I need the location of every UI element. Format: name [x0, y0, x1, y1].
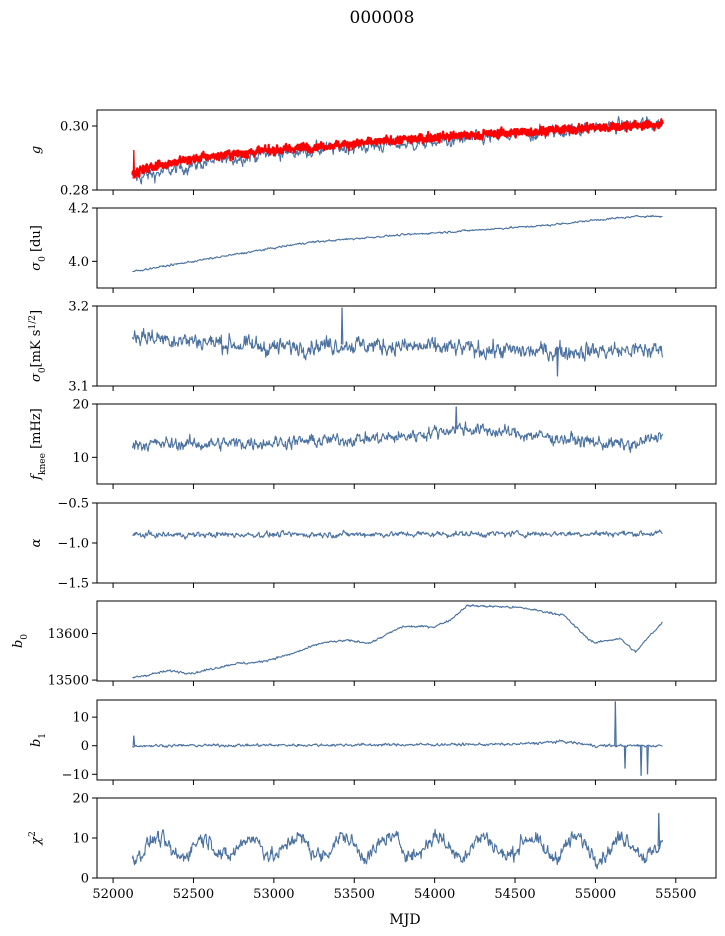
panel-b1-spike-return-1: [614, 701, 617, 746]
panel-sigma0-mks-ytick-label-0: 3.1: [68, 380, 89, 395]
panel-fknee-ytick-label-1: 20: [72, 398, 89, 413]
panel-chi2-ytick-label-0: 0: [81, 872, 89, 887]
panel-chi2-plot: [131, 813, 664, 870]
panel-fknee-ytick-label-0: 10: [72, 451, 89, 466]
panel-g-ytick-label-0: 0.28: [60, 184, 89, 199]
panel-alpha-ytick-label-2: −0.5: [57, 497, 89, 512]
panel-b0-ylabel: b0: [11, 634, 30, 648]
panel-b1-spike-return-4: [646, 745, 649, 775]
panel-chi2-spike-return-0: [658, 813, 661, 847]
xtick-label-6: 55000: [575, 887, 616, 902]
panel-sigma0-du-ytick-label-0: 4.0: [68, 255, 89, 270]
panel-b0-plot: [132, 604, 663, 679]
xtick-label-7: 55500: [655, 887, 696, 902]
panel-b1-spike-return-3: [640, 745, 643, 776]
panel-sigma0-mks-plot: [131, 307, 664, 377]
panel-b1-frame: [96, 699, 717, 781]
xtick-label-3: 53500: [334, 887, 375, 902]
panel-sigma0-du-frame: [96, 207, 717, 289]
panel-g-ylabel: g: [29, 146, 44, 154]
panel-sigma0-mks-frame: [96, 305, 717, 387]
panel-fknee-plot: [131, 406, 664, 453]
chart-title: 000008: [350, 8, 415, 28]
panel-sigma0-mks: 3.1 3.2 σ0[mK s1/2]: [28, 300, 717, 395]
panel-chi2-ytick-label-1: 10: [72, 832, 89, 847]
panel-fknee: 10 20 fknee [mHz]: [29, 398, 717, 489]
panel-b1-ytick-label-1: 0: [81, 739, 89, 754]
panel-alpha-ytick-label-1: −1.0: [57, 537, 89, 552]
panel-sigma0-mks-ylabel: σ0[mK s1/2]: [28, 310, 48, 382]
panel-b0-ytick-label-0: 13500: [48, 674, 89, 689]
panel-b1-series-0: [132, 739, 663, 749]
panel-b1-plot: [132, 701, 663, 776]
xtick-label-0: 52000: [92, 887, 133, 902]
panel-sigma0-du-series-0: [132, 214, 663, 273]
panel-sigma0-du-plot: [132, 214, 663, 273]
panel-chi2-ytick-label-2: 20: [72, 792, 89, 807]
panel-sigma0-du: 4.0 4.2 σ0 [du]: [29, 202, 717, 293]
xtick-label-1: 52500: [173, 887, 214, 902]
xtick-label-2: 53000: [253, 887, 294, 902]
panel-chi2-series-0: [131, 828, 664, 870]
panel-fknee-frame: [96, 403, 717, 485]
panel-b0-frame: [96, 600, 717, 682]
panels-container: 0.28 0.30 g 4.0 4.2 σ0 [du] 3.1 3.2 σ0[mK s1/2] 1…: [11, 109, 717, 902]
panel-b0-series-0: [132, 604, 663, 679]
panel-b0-ytick-label-1: 13600: [48, 627, 89, 642]
panel-sigma0-du-ytick-label-1: 4.2: [68, 202, 89, 217]
panel-alpha-plot: [132, 529, 663, 540]
panel-b0: 13500 13600 b0: [11, 600, 717, 689]
panel-alpha-series-0: [132, 529, 663, 540]
panel-fknee-spike-return-0: [455, 406, 458, 429]
panel-chi2: 0 10 20 52000 52500 53000 53500 54000 54500 55000…: [28, 792, 717, 902]
panel-sigma0-du-ylabel: σ0 [du]: [29, 225, 48, 271]
panel-b1-spike-return-2: [624, 745, 627, 769]
panel-alpha: −1.5 −1.0 −0.5 α: [29, 497, 717, 592]
panel-sigma0-mks-spike-return-0: [341, 307, 344, 345]
panel-b1-spike-return-0: [133, 735, 136, 746]
panel-g-ytick-label-1: 0.30: [60, 120, 89, 135]
panel-fknee-series-0: [131, 421, 664, 453]
panel-g-series-1: [131, 118, 664, 178]
panel-sigma0-mks-spike-return-1: [556, 351, 559, 377]
panel-g-plot: [131, 116, 664, 185]
panel-sigma0-mks-series-0: [131, 327, 664, 362]
panel-b1-ylabel: b1: [29, 733, 48, 747]
panel-alpha-frame: [96, 502, 717, 584]
panel-sigma0-mks-ytick-label-1: 3.2: [68, 300, 89, 315]
panel-g-frame: [96, 109, 717, 191]
panel-alpha-ytick-label-0: −1.5: [57, 577, 89, 592]
panel-b1-ytick-label-2: 10: [72, 711, 89, 726]
xtick-label-5: 54500: [494, 887, 535, 902]
panel-g-spike-return-0: [133, 149, 136, 179]
panel-b1: −10 0 10 b1: [29, 699, 717, 785]
xtick-label-4: 54000: [414, 887, 455, 902]
panel-fknee-ylabel: fknee [mHz]: [29, 408, 48, 481]
panel-g: 0.28 0.30 g: [29, 109, 717, 199]
panel-chi2-ylabel: χ2: [28, 831, 44, 846]
panel-b1-ytick-label-0: −10: [62, 768, 89, 783]
x-axis-label: MJD: [389, 912, 420, 928]
panel-alpha-ylabel: α: [29, 538, 44, 547]
panel-chi2-frame: [96, 797, 717, 879]
